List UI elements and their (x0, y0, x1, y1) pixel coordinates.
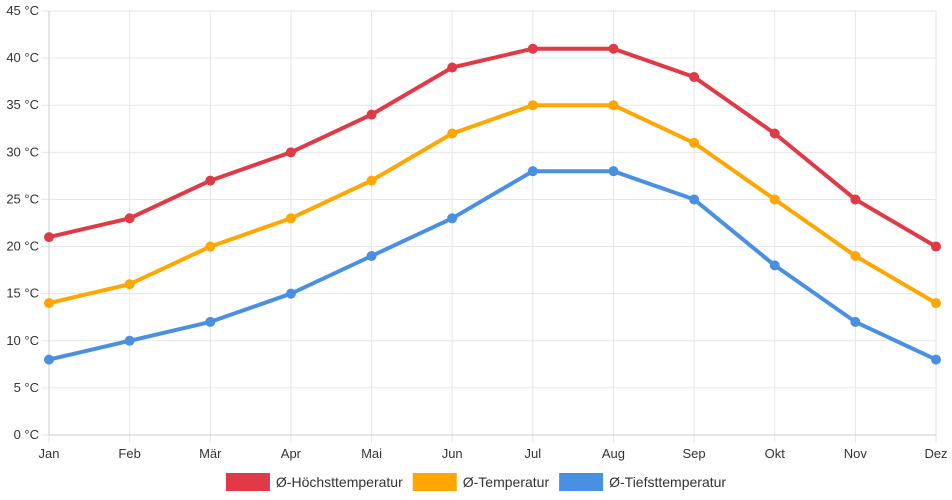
data-point[interactable] (124, 279, 135, 290)
series-line (47, 169, 938, 362)
x-tick-label: Mai (361, 446, 382, 461)
x-tick-label: Sep (683, 446, 706, 461)
legend-swatch[interactable] (225, 473, 270, 491)
x-tick-label: Jun (442, 446, 463, 461)
data-point[interactable] (366, 250, 377, 261)
y-tick-label: 40 °C (6, 50, 39, 65)
x-tick-label: Nov (844, 446, 868, 461)
data-point[interactable] (608, 43, 619, 54)
data-point[interactable] (44, 232, 54, 243)
data-point[interactable] (850, 250, 861, 261)
data-point[interactable] (44, 354, 54, 365)
data-point[interactable] (931, 241, 941, 252)
data-point[interactable] (366, 109, 377, 120)
data-point[interactable] (931, 354, 941, 365)
x-tick-label: Mär (199, 446, 222, 461)
data-point[interactable] (447, 62, 458, 73)
x-tick-label: Aug (602, 446, 625, 461)
y-tick-label: 45 °C (6, 3, 39, 18)
data-point[interactable] (447, 128, 458, 139)
data-point[interactable] (931, 298, 941, 309)
y-tick-label: 0 °C (14, 427, 39, 442)
y-tick-label: 30 °C (6, 144, 39, 159)
legend-label: Ø-Temperatur (463, 474, 550, 490)
data-point[interactable] (44, 298, 54, 309)
axes: 0 °C 5 °C 10 °C 15 °C 20 °C 25 °C 30 °C 35 °C 40… (6, 3, 947, 461)
grid (41, 10, 937, 443)
data-point[interactable] (205, 316, 216, 327)
x-tick-label: Apr (281, 446, 302, 461)
series-1 (44, 43, 941, 252)
y-tick-label: 15 °C (6, 286, 39, 301)
series-3 (44, 166, 941, 365)
x-tick-label: Jan (39, 446, 60, 461)
legend-swatch[interactable] (559, 473, 604, 491)
data-point[interactable] (205, 241, 216, 252)
x-tick-label: Okt (765, 446, 786, 461)
data-point[interactable] (850, 316, 861, 327)
data-point[interactable] (124, 213, 135, 224)
y-tick-label: 5 °C (14, 380, 39, 395)
data-point[interactable] (689, 71, 700, 82)
data-point[interactable] (527, 166, 538, 177)
data-point[interactable] (850, 194, 861, 205)
data-point[interactable] (769, 194, 780, 205)
data-point[interactable] (689, 194, 700, 205)
legend-swatch[interactable] (412, 473, 457, 491)
data-point[interactable] (608, 100, 619, 111)
x-tick-label: Jul (525, 446, 542, 461)
legend-label: Ø-Höchsttemperatur (276, 474, 403, 490)
y-tick-label: 25 °C (6, 191, 39, 206)
series-2 (44, 100, 941, 309)
data-point[interactable] (527, 100, 538, 111)
x-tick-label: Feb (118, 446, 140, 461)
y-tick-label: 35 °C (6, 97, 39, 112)
series-line (47, 46, 938, 249)
data-point[interactable] (285, 288, 296, 299)
data-point[interactable] (366, 175, 377, 186)
series-line (47, 103, 938, 306)
legend: Ø-Höchsttemperatur Ø-Temperatur Ø-Tiefstte… (225, 473, 726, 491)
legend-label: Ø-Tiefsttemperatur (609, 474, 726, 490)
data-point[interactable] (769, 260, 780, 271)
data-point[interactable] (447, 213, 458, 224)
data-point[interactable] (608, 166, 619, 177)
series (44, 43, 941, 365)
x-tick-label: Dez (924, 446, 947, 461)
data-point[interactable] (124, 335, 135, 346)
y-tick-label: 20 °C (6, 239, 39, 254)
y-tick-label: 10 °C (6, 333, 39, 348)
data-point[interactable] (769, 128, 780, 139)
data-point[interactable] (205, 175, 216, 186)
data-point[interactable] (527, 43, 538, 54)
data-point[interactable] (285, 147, 296, 158)
data-point[interactable] (285, 213, 296, 224)
data-point[interactable] (689, 137, 700, 148)
